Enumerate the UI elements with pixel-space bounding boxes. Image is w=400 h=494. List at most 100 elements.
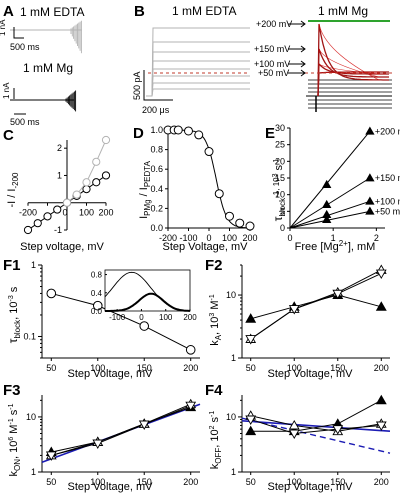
panel-f3-ylabel-sup: 6 (8, 437, 15, 441)
chart-f4: 50 100 150 200 10 1 (226, 394, 391, 487)
data-point (185, 345, 196, 355)
inset-y-tick-label: 0.8 (91, 271, 103, 280)
data-point (245, 313, 257, 323)
data-point (101, 171, 111, 180)
panel-f2-ylabel-tail-sup: -1 (209, 294, 216, 300)
x-tick-label: 50 (246, 477, 256, 487)
panel-f4-ylabel-sub: OFF (214, 448, 223, 464)
chart-f2: 50 100 150 200 10 1 (226, 264, 390, 373)
panel-a-scale-x-bottom: 500 ms (10, 117, 40, 127)
series-label: +50 mV (375, 206, 400, 216)
y-tick-label: 20 (275, 156, 285, 166)
panel-f2-ylabel-k: k (209, 340, 221, 346)
panel-f1-ylabel-tau: τ (6, 338, 20, 343)
voltage-label-200: +200 mV (256, 19, 292, 29)
arrow-icon (288, 69, 306, 77)
x-tick-label: 200 (242, 233, 257, 243)
x-tick-label: 50 (46, 477, 56, 487)
series-line (250, 418, 382, 435)
panel-d-xlabel: Step Voltage, mV (163, 241, 249, 253)
data-point (101, 135, 111, 145)
x-tick-label: 150 (330, 477, 345, 487)
data-point (72, 190, 81, 199)
data-point (245, 221, 255, 231)
data-point (82, 178, 91, 187)
decay-fit (318, 63, 380, 75)
panel-f4-ylabel-tail-sup: -1 (209, 411, 216, 417)
data-point (33, 219, 42, 228)
voltage-label-150: +150 mV (254, 44, 290, 54)
data-point (245, 425, 257, 436)
panel-letter-f4: F4 (205, 382, 223, 399)
data-point (82, 184, 91, 194)
data-point (139, 321, 150, 331)
y-tick-label: 10 (275, 190, 285, 200)
panel-f1-ylabel-sub: block (13, 319, 22, 339)
inset-y-tick-label: 0.4 (91, 289, 103, 298)
fit-line (289, 177, 371, 229)
panel-f3-ylabel-tail2-sup: -1 (8, 403, 15, 409)
step-trace (146, 27, 250, 97)
panel-d-ylabel-main: I (138, 216, 150, 219)
panel-f3-ylabel: kON, 106 M-1 s-1 (8, 403, 22, 476)
panel-f4-ylabel-tail: s (209, 416, 221, 425)
y-tick-label: 2 (57, 143, 62, 153)
arrow-icon (288, 20, 306, 28)
panel-c: C -I / I-200 -200 0 100 200 2 1 -1 Step voltag… (3, 127, 114, 253)
x-tick-label: 0 (62, 208, 67, 218)
panel-b-scale-x: 200 μs (142, 105, 170, 115)
y-tick-label: 0.8 (150, 145, 163, 155)
fit-line-dashed (241, 417, 391, 454)
panel-f2-xlabel: Step Voltage, mV (268, 368, 354, 380)
panel-d: D IPMg / IPEDTA -200 -100 0 100 200 1.0 0.8 0.6… (133, 125, 258, 253)
fit-line (241, 420, 391, 433)
svg-text:τblock-1, 103 s-1: τblock-1, 103 s-1 (271, 159, 287, 222)
panel-a-scale-y: 1 nA (0, 19, 7, 36)
panel-c-ylabel-main: -I / I (6, 189, 18, 208)
series-line (51, 403, 191, 456)
data-point (365, 173, 375, 182)
panel-f4-xlabel: Step Voltage, mV (268, 481, 354, 493)
panel-f2-ylabel: kA, 103 M-1 (209, 294, 223, 346)
fit-line (289, 210, 370, 229)
data-point (92, 300, 103, 311)
y-tick-label: 10 (226, 290, 236, 300)
panel-c-ylabel-sub: -200 (11, 172, 20, 189)
voltage-arrow-200: +200 mV (256, 19, 306, 29)
panel-a-top-label: 1 mM EDTA (20, 5, 84, 19)
y-tick-label: 1 (231, 467, 236, 477)
data-point (332, 289, 344, 300)
data-point (288, 305, 300, 315)
svg-text:IPMg / IPEDTA: IPMg / IPEDTA (138, 160, 152, 218)
panel-e: E τblock-1, 103 s-1 0 1 2 30 25 20 15 10 5 0 +200 … (265, 123, 400, 253)
y-tick-label: 1.0 (150, 125, 163, 135)
y-tick-label: 5 (280, 206, 285, 216)
decay-trace (317, 23, 389, 97)
y-tick-label: 0.2 (150, 203, 163, 213)
panel-a: A 1 mM EDTA 1 mM Mg 1 nA 500 ms 1 nA 500… (0, 3, 84, 127)
svg-text:kOFF, 102 s-1: kOFF, 102 s-1 (209, 411, 223, 470)
x-tick-label: 150 (330, 363, 345, 373)
x-tick-label: 100 (287, 363, 302, 373)
x-tick-label: 50 (246, 363, 256, 373)
x-tick-label: 0 (287, 233, 292, 243)
y-tick-label: 15 (275, 173, 285, 183)
x-tick-label: 100 (90, 477, 105, 487)
panel-e-ylabel: τblock-1, 103 s-1 (271, 159, 287, 222)
series-line (250, 269, 382, 340)
step-trace (146, 75, 250, 97)
panel-f3-ylabel-sub: ON (13, 459, 22, 471)
panel-d-ylabel-sub1: PMg (143, 199, 152, 215)
y-tick-label: 10 (26, 412, 36, 422)
arrow-icon (288, 60, 306, 68)
panel-b-right-label: 1 mM Mg (318, 4, 368, 18)
panel-d-ylabel: IPMg / IPEDTA (138, 160, 152, 218)
y-tick-label: 0.1 (23, 331, 36, 341)
panel-b-scale-y: 500 pA (132, 71, 142, 100)
data-point (214, 189, 224, 199)
inset-frame (104, 269, 191, 312)
data-point (194, 130, 204, 140)
data-point (288, 419, 300, 430)
series-line (51, 405, 191, 456)
panel-d-ylabel-mid: / I (138, 187, 150, 199)
